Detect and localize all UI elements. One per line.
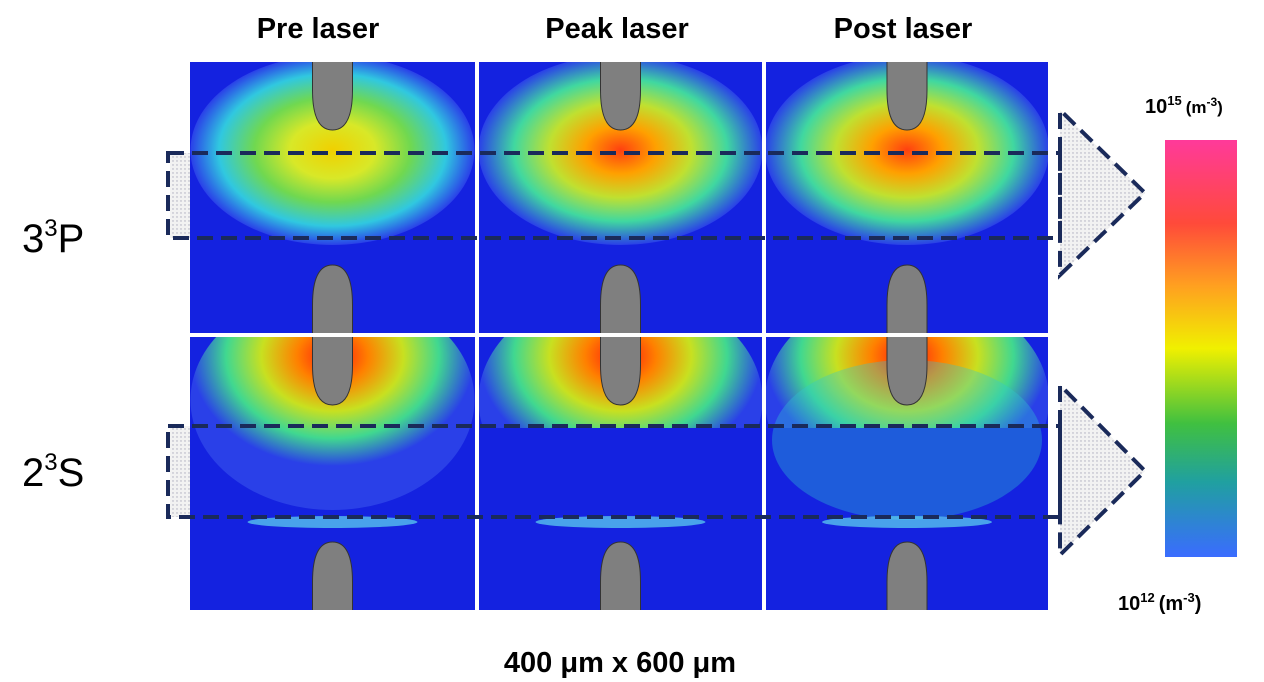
row-letter: P bbox=[58, 217, 85, 261]
panel bbox=[190, 62, 475, 333]
electrode bbox=[312, 337, 353, 406]
arrow bbox=[1058, 105, 1148, 280]
arrows bbox=[170, 105, 1148, 560]
dashed-box bbox=[166, 424, 1062, 519]
row-label: 33P bbox=[22, 215, 84, 261]
column-title: Post laser bbox=[834, 13, 973, 45]
emission bbox=[190, 62, 475, 245]
cb-base: 10 bbox=[1145, 96, 1167, 118]
emission bbox=[766, 62, 1048, 245]
dashed-boxes bbox=[166, 151, 1062, 519]
panel bbox=[190, 337, 475, 610]
dashed-box bbox=[166, 151, 1062, 240]
arrow bbox=[1058, 380, 1148, 560]
emission bbox=[190, 337, 475, 510]
electrode bbox=[600, 62, 641, 131]
panel bbox=[479, 62, 762, 333]
electrode bbox=[886, 337, 928, 406]
electrode bbox=[886, 541, 928, 610]
colorbar-min: 1012 (m-3) bbox=[1118, 590, 1201, 615]
cb-unit: (m bbox=[1186, 98, 1207, 117]
row-label: 23S bbox=[22, 449, 84, 495]
cb-exp: 15 bbox=[1167, 93, 1181, 108]
panel bbox=[479, 337, 762, 610]
caption: 400 μm x 600 μm bbox=[504, 647, 736, 679]
electrode bbox=[312, 264, 353, 333]
column-title: Peak laser bbox=[545, 13, 689, 45]
colorbar-max: 1015 (m-3) bbox=[1145, 93, 1223, 118]
cb-close: ) bbox=[1217, 98, 1223, 117]
panel bbox=[766, 337, 1048, 610]
box-fill bbox=[170, 153, 190, 238]
cb-unit-exp: -3 bbox=[1207, 95, 1218, 109]
cb-exp: 12 bbox=[1140, 590, 1154, 605]
row-number: 2 bbox=[22, 451, 44, 495]
row-number: 3 bbox=[22, 217, 44, 261]
cb-unit-exp: -3 bbox=[1183, 590, 1195, 605]
row-letter: S bbox=[58, 451, 85, 495]
cb-close: ) bbox=[1195, 593, 1202, 615]
electrode bbox=[600, 541, 641, 610]
panel bbox=[766, 62, 1048, 333]
cb-unit: (m bbox=[1159, 593, 1183, 615]
electrode bbox=[600, 337, 641, 406]
faint-emission bbox=[772, 360, 1042, 520]
box-fill bbox=[170, 426, 190, 517]
emission bbox=[479, 62, 762, 245]
column-title: Pre laser bbox=[257, 13, 380, 45]
electrode bbox=[312, 541, 353, 610]
electrode bbox=[312, 62, 353, 131]
row-sup: 3 bbox=[44, 449, 57, 476]
electrode bbox=[600, 264, 641, 333]
row-sup: 3 bbox=[44, 215, 57, 242]
electrode bbox=[886, 264, 928, 333]
cb-base: 10 bbox=[1118, 593, 1140, 615]
colorbar bbox=[1165, 140, 1237, 557]
electrode bbox=[886, 62, 928, 131]
